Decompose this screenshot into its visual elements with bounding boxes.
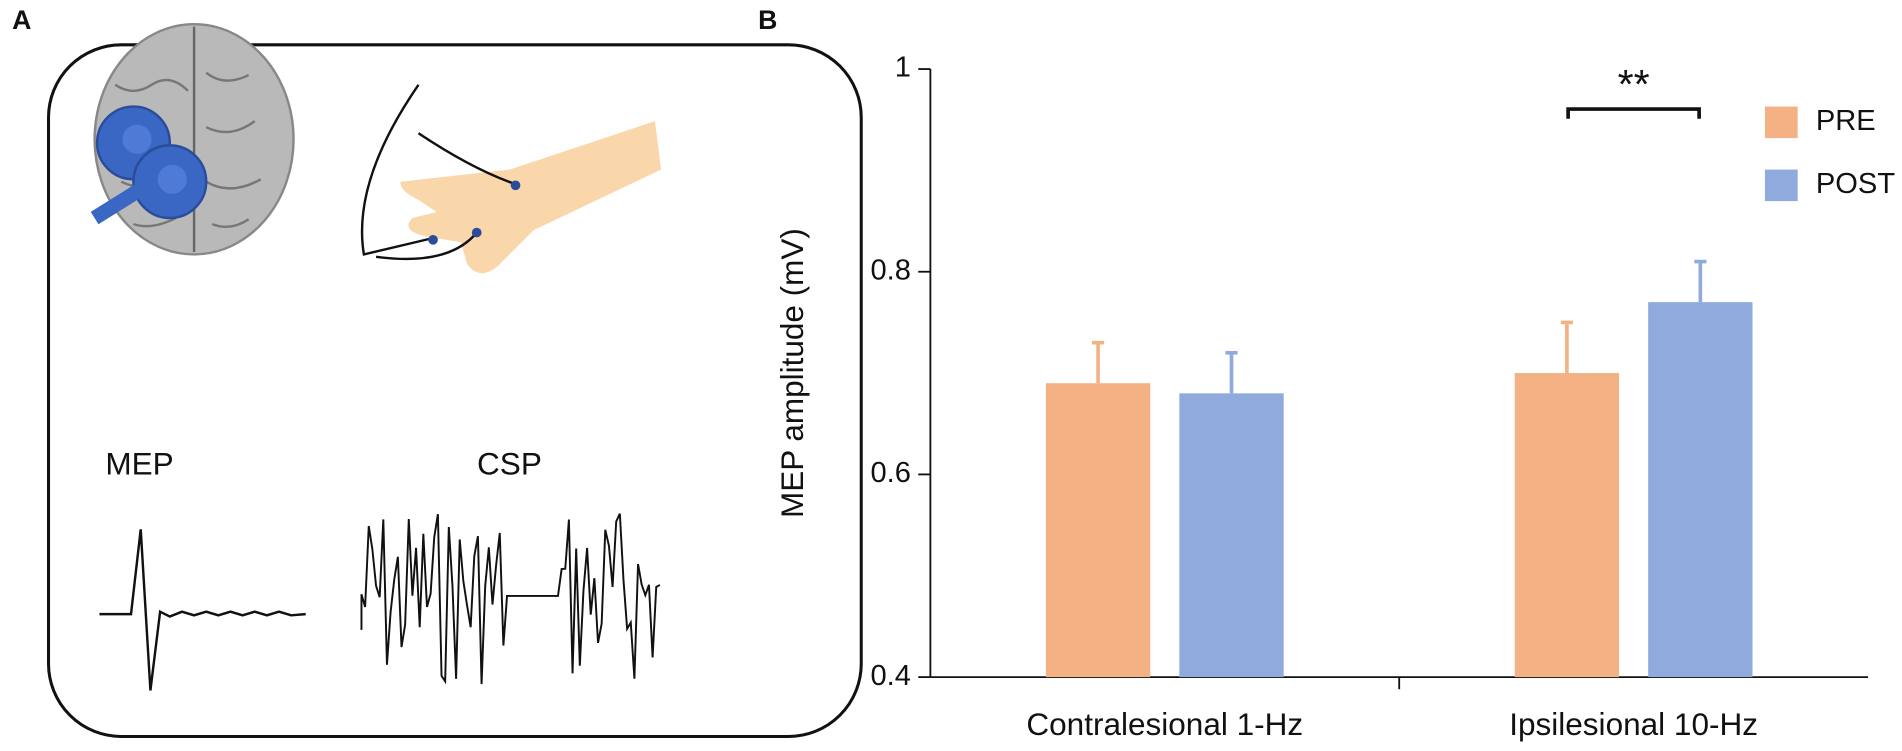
panel-label: A xyxy=(12,5,31,35)
error-bar xyxy=(1694,259,1707,303)
bar xyxy=(1648,302,1753,678)
significance-label: ** xyxy=(1618,61,1650,107)
y-tick-label: 0.8 xyxy=(871,254,911,286)
y-tick-label: 0.6 xyxy=(871,457,911,489)
legend-label: PRE xyxy=(1816,105,1876,137)
error-bar xyxy=(1560,320,1573,374)
error-bar xyxy=(1092,340,1105,384)
bar xyxy=(1179,393,1284,678)
bar xyxy=(1045,383,1151,678)
legend-label: POST xyxy=(1816,168,1895,200)
panel-frame xyxy=(47,43,863,738)
legend-swatch xyxy=(1764,106,1798,139)
significance-bracket xyxy=(1566,107,1701,119)
y-tick-label: 1 xyxy=(895,52,911,84)
trace-label: MEP xyxy=(105,446,173,482)
legend-swatch xyxy=(1764,169,1798,202)
y-axis-label: MEP amplitude (mV) xyxy=(774,228,810,518)
y-tick-label: 0.4 xyxy=(871,660,911,692)
trace-label: CSP xyxy=(477,446,542,482)
mep-trace xyxy=(99,529,306,691)
bar xyxy=(1514,373,1620,678)
error-bar xyxy=(1225,350,1238,394)
csp-trace xyxy=(360,513,661,685)
panel-label: B xyxy=(758,5,777,35)
hand xyxy=(360,84,662,274)
brain xyxy=(90,23,295,256)
x-tick-label: Contralesional 1-Hz xyxy=(1026,706,1303,742)
x-tick-label: Ipsilesional 10-Hz xyxy=(1509,706,1758,742)
illustration: MEP CSP xyxy=(47,23,863,738)
